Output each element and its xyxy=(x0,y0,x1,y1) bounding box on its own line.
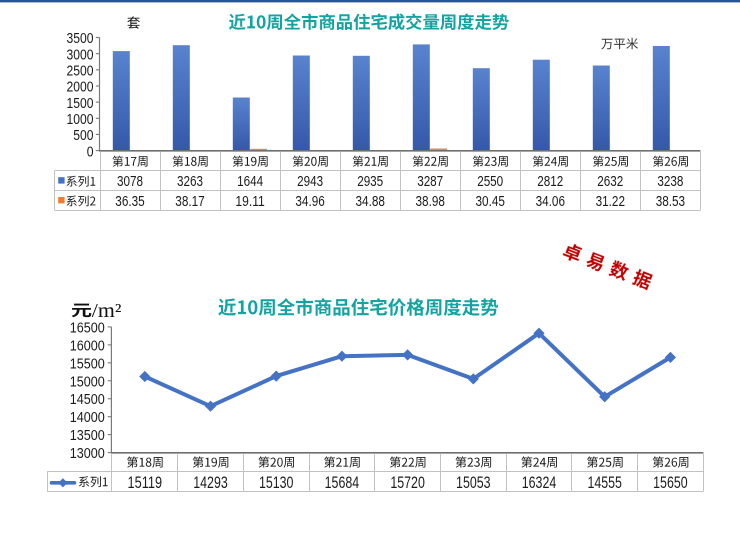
svg-text:1000: 1000 xyxy=(67,111,94,128)
svg-text:38.98: 38.98 xyxy=(416,193,445,210)
svg-text:15684: 15684 xyxy=(325,473,360,492)
svg-text:16500: 16500 xyxy=(70,319,105,336)
svg-text:31.22: 31.22 xyxy=(596,193,625,210)
svg-text:14555: 14555 xyxy=(587,473,622,492)
svg-text:15500: 15500 xyxy=(70,355,105,372)
svg-text:2935: 2935 xyxy=(357,173,383,190)
svg-text:3263: 3263 xyxy=(177,173,203,190)
svg-text:13500: 13500 xyxy=(70,427,105,444)
svg-text:2812: 2812 xyxy=(537,173,563,190)
svg-text:15720: 15720 xyxy=(390,473,425,492)
svg-text:0: 0 xyxy=(87,143,94,160)
svg-text:2550: 2550 xyxy=(477,173,503,190)
svg-text:34.88: 34.88 xyxy=(356,193,385,210)
svg-text:36.35: 36.35 xyxy=(115,193,144,210)
svg-text:1644: 1644 xyxy=(237,173,263,190)
svg-text:2500: 2500 xyxy=(67,63,94,80)
svg-text:15053: 15053 xyxy=(456,473,491,492)
svg-text:15119: 15119 xyxy=(128,473,163,492)
svg-text:3287: 3287 xyxy=(417,173,443,190)
svg-text:38.53: 38.53 xyxy=(656,193,685,210)
svg-text:14500: 14500 xyxy=(70,391,105,408)
svg-text:38.17: 38.17 xyxy=(175,193,204,210)
svg-text:2943: 2943 xyxy=(297,173,323,190)
svg-text:2000: 2000 xyxy=(67,79,94,96)
svg-text:34.06: 34.06 xyxy=(536,193,565,210)
svg-text:16000: 16000 xyxy=(70,337,105,354)
svg-text:14293: 14293 xyxy=(193,473,228,492)
svg-text:3000: 3000 xyxy=(67,46,94,63)
svg-text:15130: 15130 xyxy=(259,473,294,492)
svg-text:19.11: 19.11 xyxy=(235,193,264,210)
svg-text:13000: 13000 xyxy=(70,445,105,462)
svg-text:3238: 3238 xyxy=(657,173,683,190)
svg-text:1500: 1500 xyxy=(67,95,94,112)
svg-text:2632: 2632 xyxy=(597,173,623,190)
svg-text:30.45: 30.45 xyxy=(476,193,505,210)
svg-text:34.96: 34.96 xyxy=(295,193,324,210)
svg-text:/m²: /m² xyxy=(92,301,122,322)
svg-text:14000: 14000 xyxy=(70,409,105,426)
svg-text:15650: 15650 xyxy=(653,473,688,492)
svg-text:500: 500 xyxy=(73,127,93,144)
svg-text:3500: 3500 xyxy=(67,30,94,47)
svg-text:16324: 16324 xyxy=(522,473,557,492)
svg-text:15000: 15000 xyxy=(70,373,105,390)
svg-text:3078: 3078 xyxy=(117,173,143,190)
